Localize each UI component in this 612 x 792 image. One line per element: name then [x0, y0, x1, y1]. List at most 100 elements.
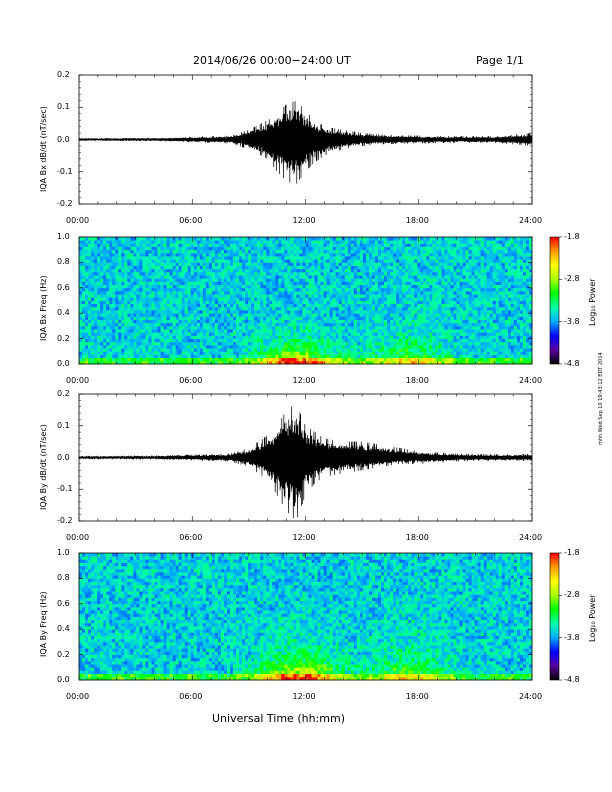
spectrogram-cell [79, 275, 83, 279]
spectrogram-cell [302, 316, 306, 320]
spectrogram-cell [236, 329, 240, 333]
spectrogram-cell [441, 265, 445, 270]
spectrogram-cell [269, 287, 273, 292]
spectrogram-cell [148, 319, 152, 324]
spectrogram-cell [371, 259, 376, 263]
spectrogram-cell [109, 351, 113, 355]
spectrogram-cell [402, 275, 406, 279]
spectrogram-cell [139, 240, 143, 244]
spectrogram-cell [230, 249, 234, 254]
spectrogram-cell [118, 252, 122, 257]
spectrogram-cell [432, 281, 436, 286]
spectrogram-cell [94, 303, 98, 308]
spectrogram-cell [172, 278, 177, 282]
spectrogram-cell [236, 310, 240, 314]
spectrogram-cell [284, 332, 288, 336]
spectrogram-cell [94, 354, 98, 359]
spectrogram-cell [396, 338, 400, 343]
spectrogram-cell [326, 332, 331, 336]
spectrogram-cell [311, 275, 315, 279]
spectrogram-cell [287, 341, 291, 346]
spectrogram-cell [223, 313, 228, 317]
spectrogram-cell [287, 268, 291, 273]
spectrogram-cell [112, 354, 116, 359]
spectrogram-cell [432, 354, 436, 359]
spectrogram-cell [154, 262, 158, 266]
spectrogram-cell [287, 322, 291, 327]
spectrogram-cell [139, 252, 143, 257]
spectrogram-cell [220, 329, 225, 333]
spectrogram-cell [420, 271, 424, 276]
spectrogram-cell [344, 313, 349, 317]
spectrogram-cell [284, 294, 288, 298]
spectrogram-cell [263, 259, 267, 263]
spectrogram-cell [429, 338, 433, 343]
spectrogram-cell [145, 237, 149, 241]
spectrogram-cell [429, 322, 433, 327]
spectrogram-cell [359, 329, 364, 333]
spectrogram-cell [299, 287, 303, 292]
spectrogram-cell [387, 284, 391, 289]
spectrogram-cell [281, 281, 285, 286]
spectrogram-cell [187, 275, 192, 279]
spectrogram-cell [239, 313, 243, 317]
spectrogram-cell [272, 278, 276, 282]
spectrogram-cell [136, 322, 140, 327]
spectrogram-cell [347, 287, 352, 292]
spectrogram-cell [338, 329, 343, 333]
spectrogram-cell [254, 303, 258, 308]
spectrogram-cell [314, 256, 318, 260]
spectrogram-cell [290, 275, 294, 279]
spectrogram-cell [444, 360, 448, 365]
spectrogram-cell [160, 357, 164, 362]
spectrogram-cell [408, 268, 412, 273]
spectrogram-cell [344, 341, 349, 346]
spectrogram-cell [196, 252, 201, 257]
spectrogram-cell [311, 332, 315, 336]
spectrogram-cell [435, 354, 439, 359]
spectrogram-cell [362, 329, 367, 333]
spectrogram-cell [323, 259, 328, 263]
spectrogram-cell [329, 306, 334, 311]
spectrogram-cell [124, 256, 128, 260]
spectrogram-cell [248, 300, 252, 305]
spectrogram-cell [411, 313, 415, 317]
spectrogram-cell [329, 335, 334, 339]
spectrogram-cell [193, 249, 198, 254]
spectrogram-cell [79, 240, 83, 244]
spectrogram-cell [148, 278, 152, 282]
spectrogram-cell [350, 290, 355, 295]
spectrogram-cell [393, 294, 397, 298]
spectrogram-cell [335, 300, 340, 305]
spectrogram-cell [420, 281, 424, 286]
spectrogram-cell [230, 240, 234, 244]
spectrogram-cell [157, 281, 161, 286]
spectrogram-cell [242, 357, 246, 362]
spectrogram-cell [139, 303, 143, 308]
spectrogram-cell [414, 284, 418, 289]
spectrogram-cell [314, 237, 318, 241]
spectrogram-cell [127, 360, 131, 365]
spectrogram-cell [414, 300, 418, 305]
spectrogram-cell [347, 338, 352, 343]
spectrogram-cell [112, 341, 116, 346]
spectrogram-cell [326, 310, 331, 314]
spectrogram-cell [432, 294, 436, 298]
spectrogram-cell [88, 325, 92, 330]
spectrogram-cell [414, 329, 418, 333]
spectrogram-cell [205, 243, 210, 247]
spectrogram-cell [287, 243, 291, 247]
spectrogram-cell [109, 332, 113, 336]
spectrogram-cell [296, 256, 300, 260]
spectrogram-cell [396, 290, 400, 295]
spectrogram-cell [106, 256, 110, 260]
spectrogram-cell [208, 335, 213, 339]
spectrogram-cell [362, 319, 367, 324]
spectrogram-cell [230, 294, 234, 298]
spectrogram-cell [317, 290, 321, 295]
spectrogram-cell [91, 262, 95, 266]
spectrogram-cell [263, 278, 267, 282]
spectrogram-cell [426, 306, 430, 311]
spectrogram-cell [196, 351, 201, 355]
spectrogram-cell [405, 265, 409, 270]
